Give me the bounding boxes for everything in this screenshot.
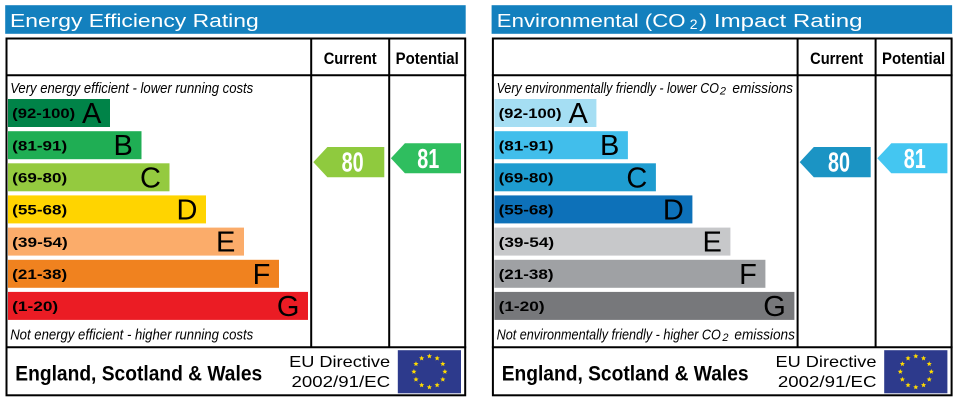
svg-text:Very environmentally friendly: Very environmentally friendly - lower CO [497, 80, 719, 97]
svg-text:(1-20): (1-20) [499, 299, 545, 314]
svg-text:B: B [600, 130, 619, 162]
svg-text:Current: Current [324, 50, 377, 68]
svg-text:Very energy efficient - lower: Very energy efficient - lower running co… [10, 80, 253, 97]
svg-text:2: 2 [690, 16, 698, 32]
svg-text:(1-20): (1-20) [12, 299, 58, 314]
svg-text:F: F [253, 259, 271, 291]
svg-text:England, Scotland & Wales: England, Scotland & Wales [15, 362, 262, 385]
svg-text:D: D [176, 194, 197, 226]
svg-text:Potential: Potential [396, 50, 459, 68]
svg-text:(55-68): (55-68) [499, 203, 554, 218]
svg-text:A: A [568, 98, 588, 130]
svg-text:E: E [702, 227, 721, 259]
svg-text:G: G [763, 291, 786, 323]
svg-text:G: G [277, 291, 300, 323]
svg-text:(55-68): (55-68) [12, 203, 67, 218]
svg-text:A: A [82, 98, 102, 130]
svg-text:B: B [114, 130, 133, 162]
svg-text:England, Scotland & Wales: England, Scotland & Wales [502, 362, 749, 385]
svg-text:(81-91): (81-91) [12, 138, 67, 153]
svg-text:81: 81 [417, 143, 439, 174]
svg-text:(39-54): (39-54) [12, 235, 68, 250]
svg-text:(21-38): (21-38) [499, 267, 554, 282]
svg-text:(21-38): (21-38) [12, 267, 67, 282]
svg-text:E: E [216, 227, 235, 259]
svg-text:80: 80 [342, 147, 364, 178]
svg-text:) Impact Rating: ) Impact Rating [699, 10, 862, 31]
svg-text:(92-100): (92-100) [12, 106, 75, 121]
svg-text:81: 81 [904, 143, 926, 174]
svg-text:F: F [739, 259, 757, 291]
svg-text:(69-80): (69-80) [499, 171, 554, 186]
svg-text:Not environmentally friendly -: Not environmentally friendly - higher CO [497, 327, 721, 344]
svg-text:(92-100): (92-100) [499, 106, 562, 121]
svg-text:EU Directive: EU Directive [776, 354, 877, 371]
svg-text:EU Directive: EU Directive [289, 354, 390, 371]
svg-text:C: C [140, 162, 161, 194]
svg-text:emissions: emissions [734, 327, 795, 344]
svg-text:D: D [663, 194, 684, 226]
svg-text:emissions: emissions [732, 80, 793, 97]
svg-text:(81-91): (81-91) [499, 138, 554, 153]
svg-text:Energy Efficiency Rating: Energy Efficiency Rating [10, 10, 259, 31]
svg-text:(39-54): (39-54) [499, 235, 555, 250]
svg-text:Not energy efficient - higher: Not energy efficient - higher running co… [10, 327, 253, 344]
svg-text:Environmental (CO: Environmental (CO [497, 10, 686, 31]
svg-text:2: 2 [721, 332, 728, 344]
svg-text:(69-80): (69-80) [12, 171, 67, 186]
svg-text:2002/91/EC: 2002/91/EC [778, 374, 877, 391]
svg-text:80: 80 [828, 147, 850, 178]
svg-text:C: C [626, 162, 647, 194]
svg-text:2: 2 [719, 86, 726, 98]
svg-text:Potential: Potential [882, 50, 945, 68]
svg-text:2002/91/EC: 2002/91/EC [292, 374, 391, 391]
svg-text:Current: Current [810, 50, 863, 68]
